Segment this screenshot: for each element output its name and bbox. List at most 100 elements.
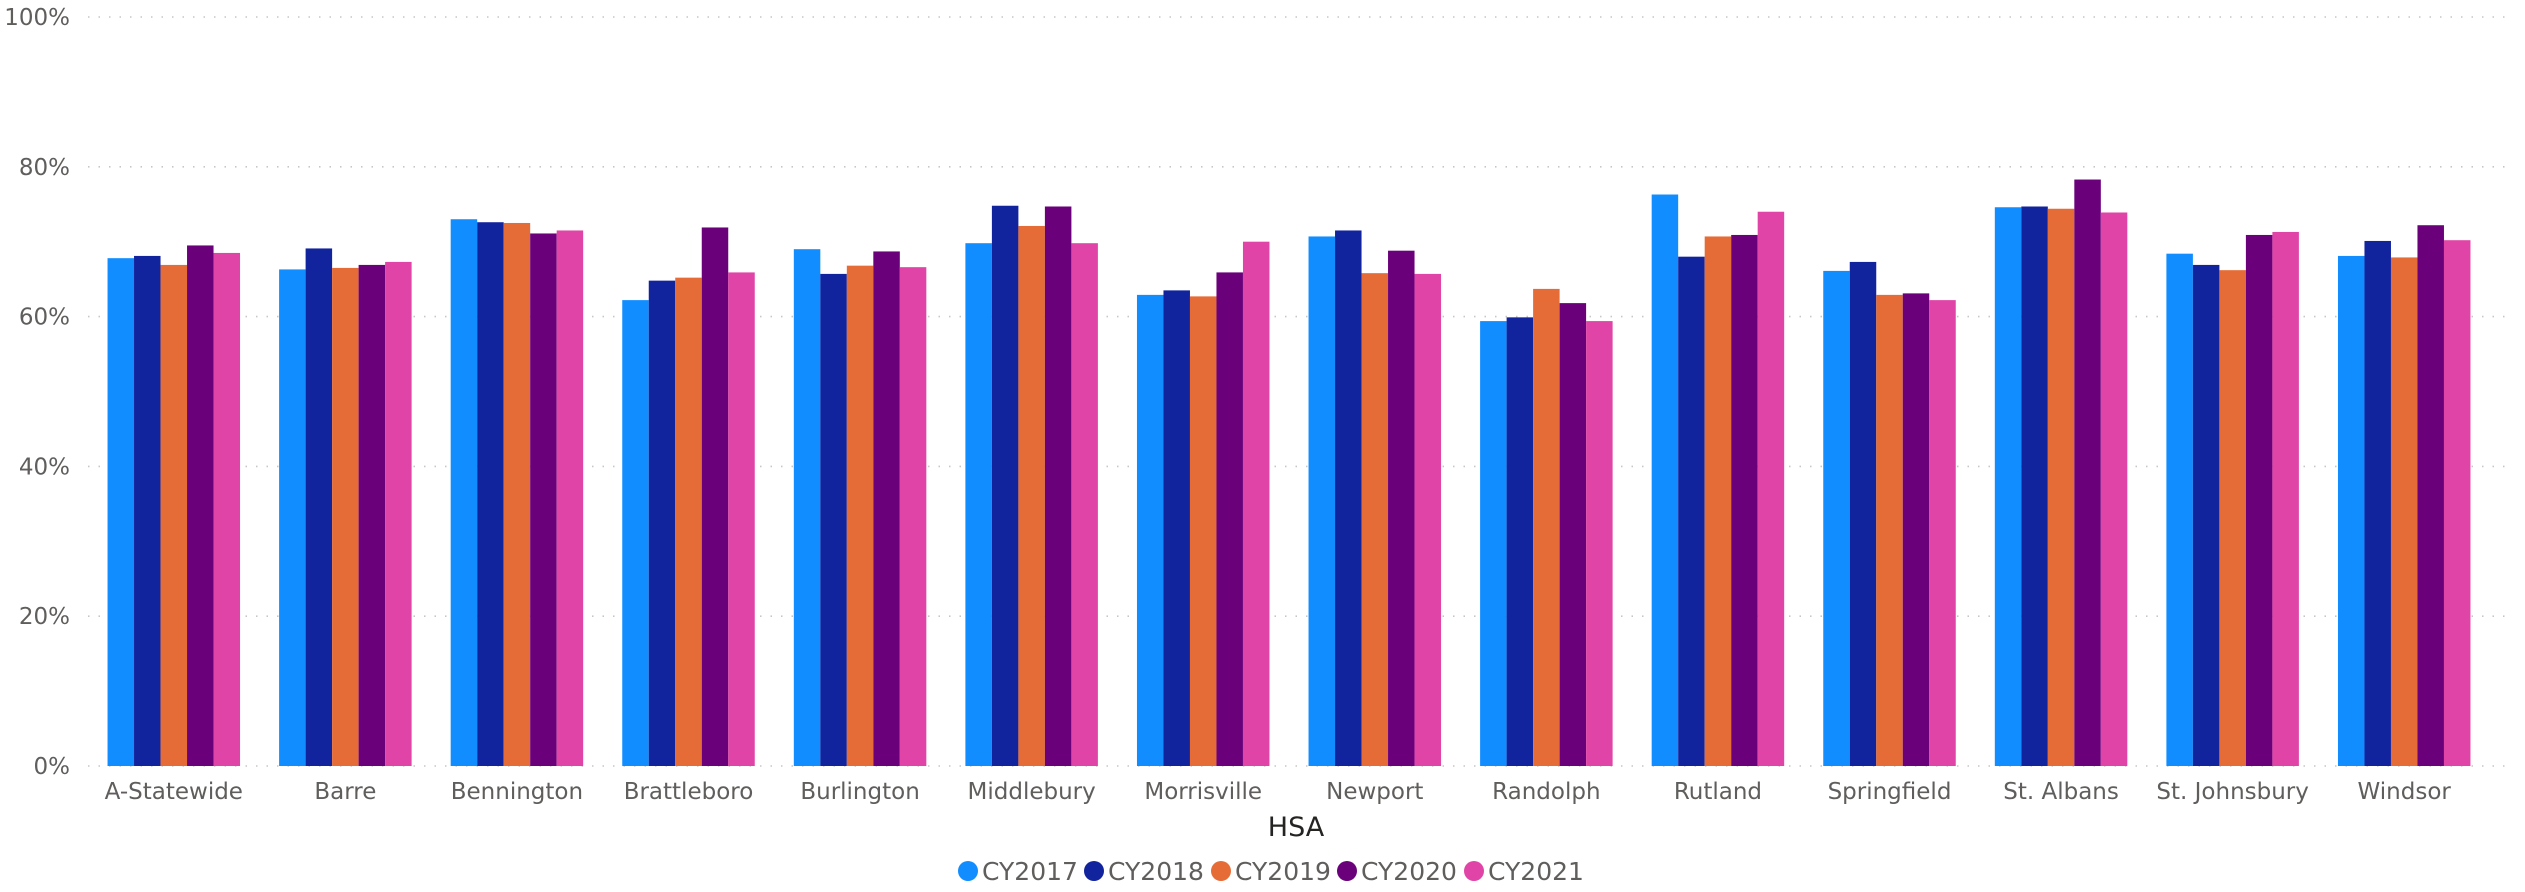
bar-cy2017[interactable]: [622, 300, 649, 766]
legend-item-cy2019[interactable]: CY2019: [1211, 857, 1331, 886]
bar-cy2019[interactable]: [1018, 225, 1045, 766]
bar-cy2019[interactable]: [675, 277, 702, 766]
bar-cy2019[interactable]: [2390, 257, 2418, 766]
bar-cy2019[interactable]: [160, 264, 188, 766]
bar-cy2017[interactable]: [793, 249, 821, 766]
bar-cy2019[interactable]: [1361, 273, 1389, 766]
legend-item-cy2017[interactable]: CY2017: [958, 857, 1078, 886]
bar-cy2020[interactable]: [2074, 179, 2101, 766]
bar-cy2020[interactable]: [187, 245, 214, 766]
bar-cy2020[interactable]: [1388, 250, 1415, 767]
bar-cy2020[interactable]: [873, 251, 900, 766]
bar-cy2017[interactable]: [1308, 236, 1336, 766]
legend-label: CY2019: [1235, 857, 1331, 886]
bar-cy2020[interactable]: [1044, 206, 1072, 766]
x-axis-title: HSA: [1268, 812, 1325, 843]
bar-cy2019[interactable]: [332, 267, 359, 766]
bar-cy2021[interactable]: [2272, 231, 2299, 766]
bar-cy2018[interactable]: [1335, 230, 1362, 767]
x-axis-ticks: A-Statewide Barre Bennington Brattleboro Bur…: [105, 779, 2452, 805]
bar-cy2020[interactable]: [1559, 303, 1587, 766]
y-tick-label: 100%: [4, 5, 70, 31]
bar-cy2017[interactable]: [107, 258, 135, 766]
bar-cy2019[interactable]: [503, 222, 531, 767]
legend-marker: [1337, 861, 1357, 881]
bar-cy2017[interactable]: [1651, 194, 1679, 766]
legend-marker: [1464, 861, 1484, 881]
bar-cy2018[interactable]: [991, 205, 1019, 767]
legend-label: CY2017: [982, 857, 1078, 886]
bar-cy2021[interactable]: [1757, 211, 1785, 767]
x-tick-label: Middlebury: [968, 779, 1096, 805]
bar-cy2017[interactable]: [1136, 294, 1164, 766]
bar-cy2020[interactable]: [701, 227, 729, 766]
x-tick-label: Rutland: [1674, 779, 1762, 805]
bar-cy2020[interactable]: [2417, 225, 2444, 767]
bar-cy2019[interactable]: [846, 265, 874, 766]
bar-cy2017[interactable]: [450, 219, 478, 767]
bar-cy2018[interactable]: [2021, 206, 2048, 766]
x-tick-label: Brattleboro: [624, 779, 754, 805]
bar-cy2019[interactable]: [2047, 208, 2075, 766]
bar-cy2020[interactable]: [1216, 272, 1243, 766]
bar-cy2017[interactable]: [1823, 270, 1850, 766]
bar-cy2017[interactable]: [2337, 255, 2365, 766]
bar-cy2021[interactable]: [1929, 300, 1956, 766]
legend-item-cy2021[interactable]: CY2021: [1464, 857, 1584, 886]
bar-cy2018[interactable]: [1163, 290, 1190, 766]
bar-cy2019[interactable]: [2219, 270, 2246, 766]
bar-cy2019[interactable]: [1876, 294, 1903, 766]
bar-cy2018[interactable]: [1506, 317, 1534, 766]
bar-cy2021[interactable]: [385, 261, 412, 766]
bar-cy2021[interactable]: [1586, 321, 1613, 766]
legend-label: CY2018: [1108, 857, 1204, 886]
bar-cy2019[interactable]: [1533, 288, 1560, 766]
bar-cy2021[interactable]: [2443, 240, 2471, 766]
legend[interactable]: CY2017 CY2018 CY2019 CY2020 CY2021: [958, 857, 1584, 886]
bar-cy2018[interactable]: [305, 248, 333, 767]
bar-cy2020[interactable]: [1902, 293, 1930, 766]
x-tick-label: Burlington: [800, 779, 919, 805]
bar-cy2021[interactable]: [728, 272, 755, 766]
bar-cy2021[interactable]: [213, 252, 241, 766]
bar-cy2021[interactable]: [1242, 241, 1270, 766]
bar-cy2017[interactable]: [2166, 253, 2193, 766]
x-tick-label: Randolph: [1492, 779, 1600, 805]
bar-cy2020[interactable]: [358, 264, 386, 766]
bar-cy2020[interactable]: [530, 233, 557, 766]
bar-cy2018[interactable]: [2192, 264, 2220, 766]
bar-cy2018[interactable]: [134, 255, 161, 766]
bar-cy2017[interactable]: [1480, 321, 1507, 766]
bar-cy2019[interactable]: [1704, 236, 1732, 766]
bar-cy2021[interactable]: [1414, 273, 1442, 766]
bar-cy2018[interactable]: [2364, 240, 2391, 767]
x-tick-label: Bennington: [451, 779, 583, 805]
y-axis-ticks: 0% 20% 40% 60% 80% 100%: [4, 5, 70, 780]
x-tick-label: Newport: [1326, 779, 1423, 805]
bar-cy2019[interactable]: [1189, 296, 1217, 766]
legend-item-cy2018[interactable]: CY2018: [1084, 857, 1204, 886]
bar-cy2018[interactable]: [477, 222, 504, 766]
bar-cy2018[interactable]: [648, 280, 676, 766]
x-tick-label: Barre: [314, 779, 376, 805]
bar-cy2020[interactable]: [2245, 234, 2273, 767]
bar-cy2017[interactable]: [965, 243, 992, 766]
bar-cy2017[interactable]: [1994, 207, 2022, 767]
bar-cy2018[interactable]: [1678, 256, 1705, 766]
bar-cy2021[interactable]: [556, 230, 584, 767]
bar-cy2018[interactable]: [820, 273, 847, 766]
bar-cy2021[interactable]: [899, 267, 927, 766]
legend-item-cy2020[interactable]: CY2020: [1337, 857, 1457, 886]
bars: [107, 179, 2471, 767]
bar-cy2021[interactable]: [1071, 243, 1098, 766]
x-tick-label: St. Albans: [2003, 779, 2119, 805]
bar-cy2020[interactable]: [1731, 234, 1758, 767]
bar-cy2021[interactable]: [2100, 212, 2128, 766]
bar-cy2017[interactable]: [279, 269, 306, 766]
x-tick-label: Springfield: [1828, 779, 1952, 805]
bar-cy2018[interactable]: [1849, 261, 1877, 766]
x-tick-label: St. Johnsbury: [2156, 779, 2308, 805]
legend-label: CY2021: [1488, 857, 1584, 886]
